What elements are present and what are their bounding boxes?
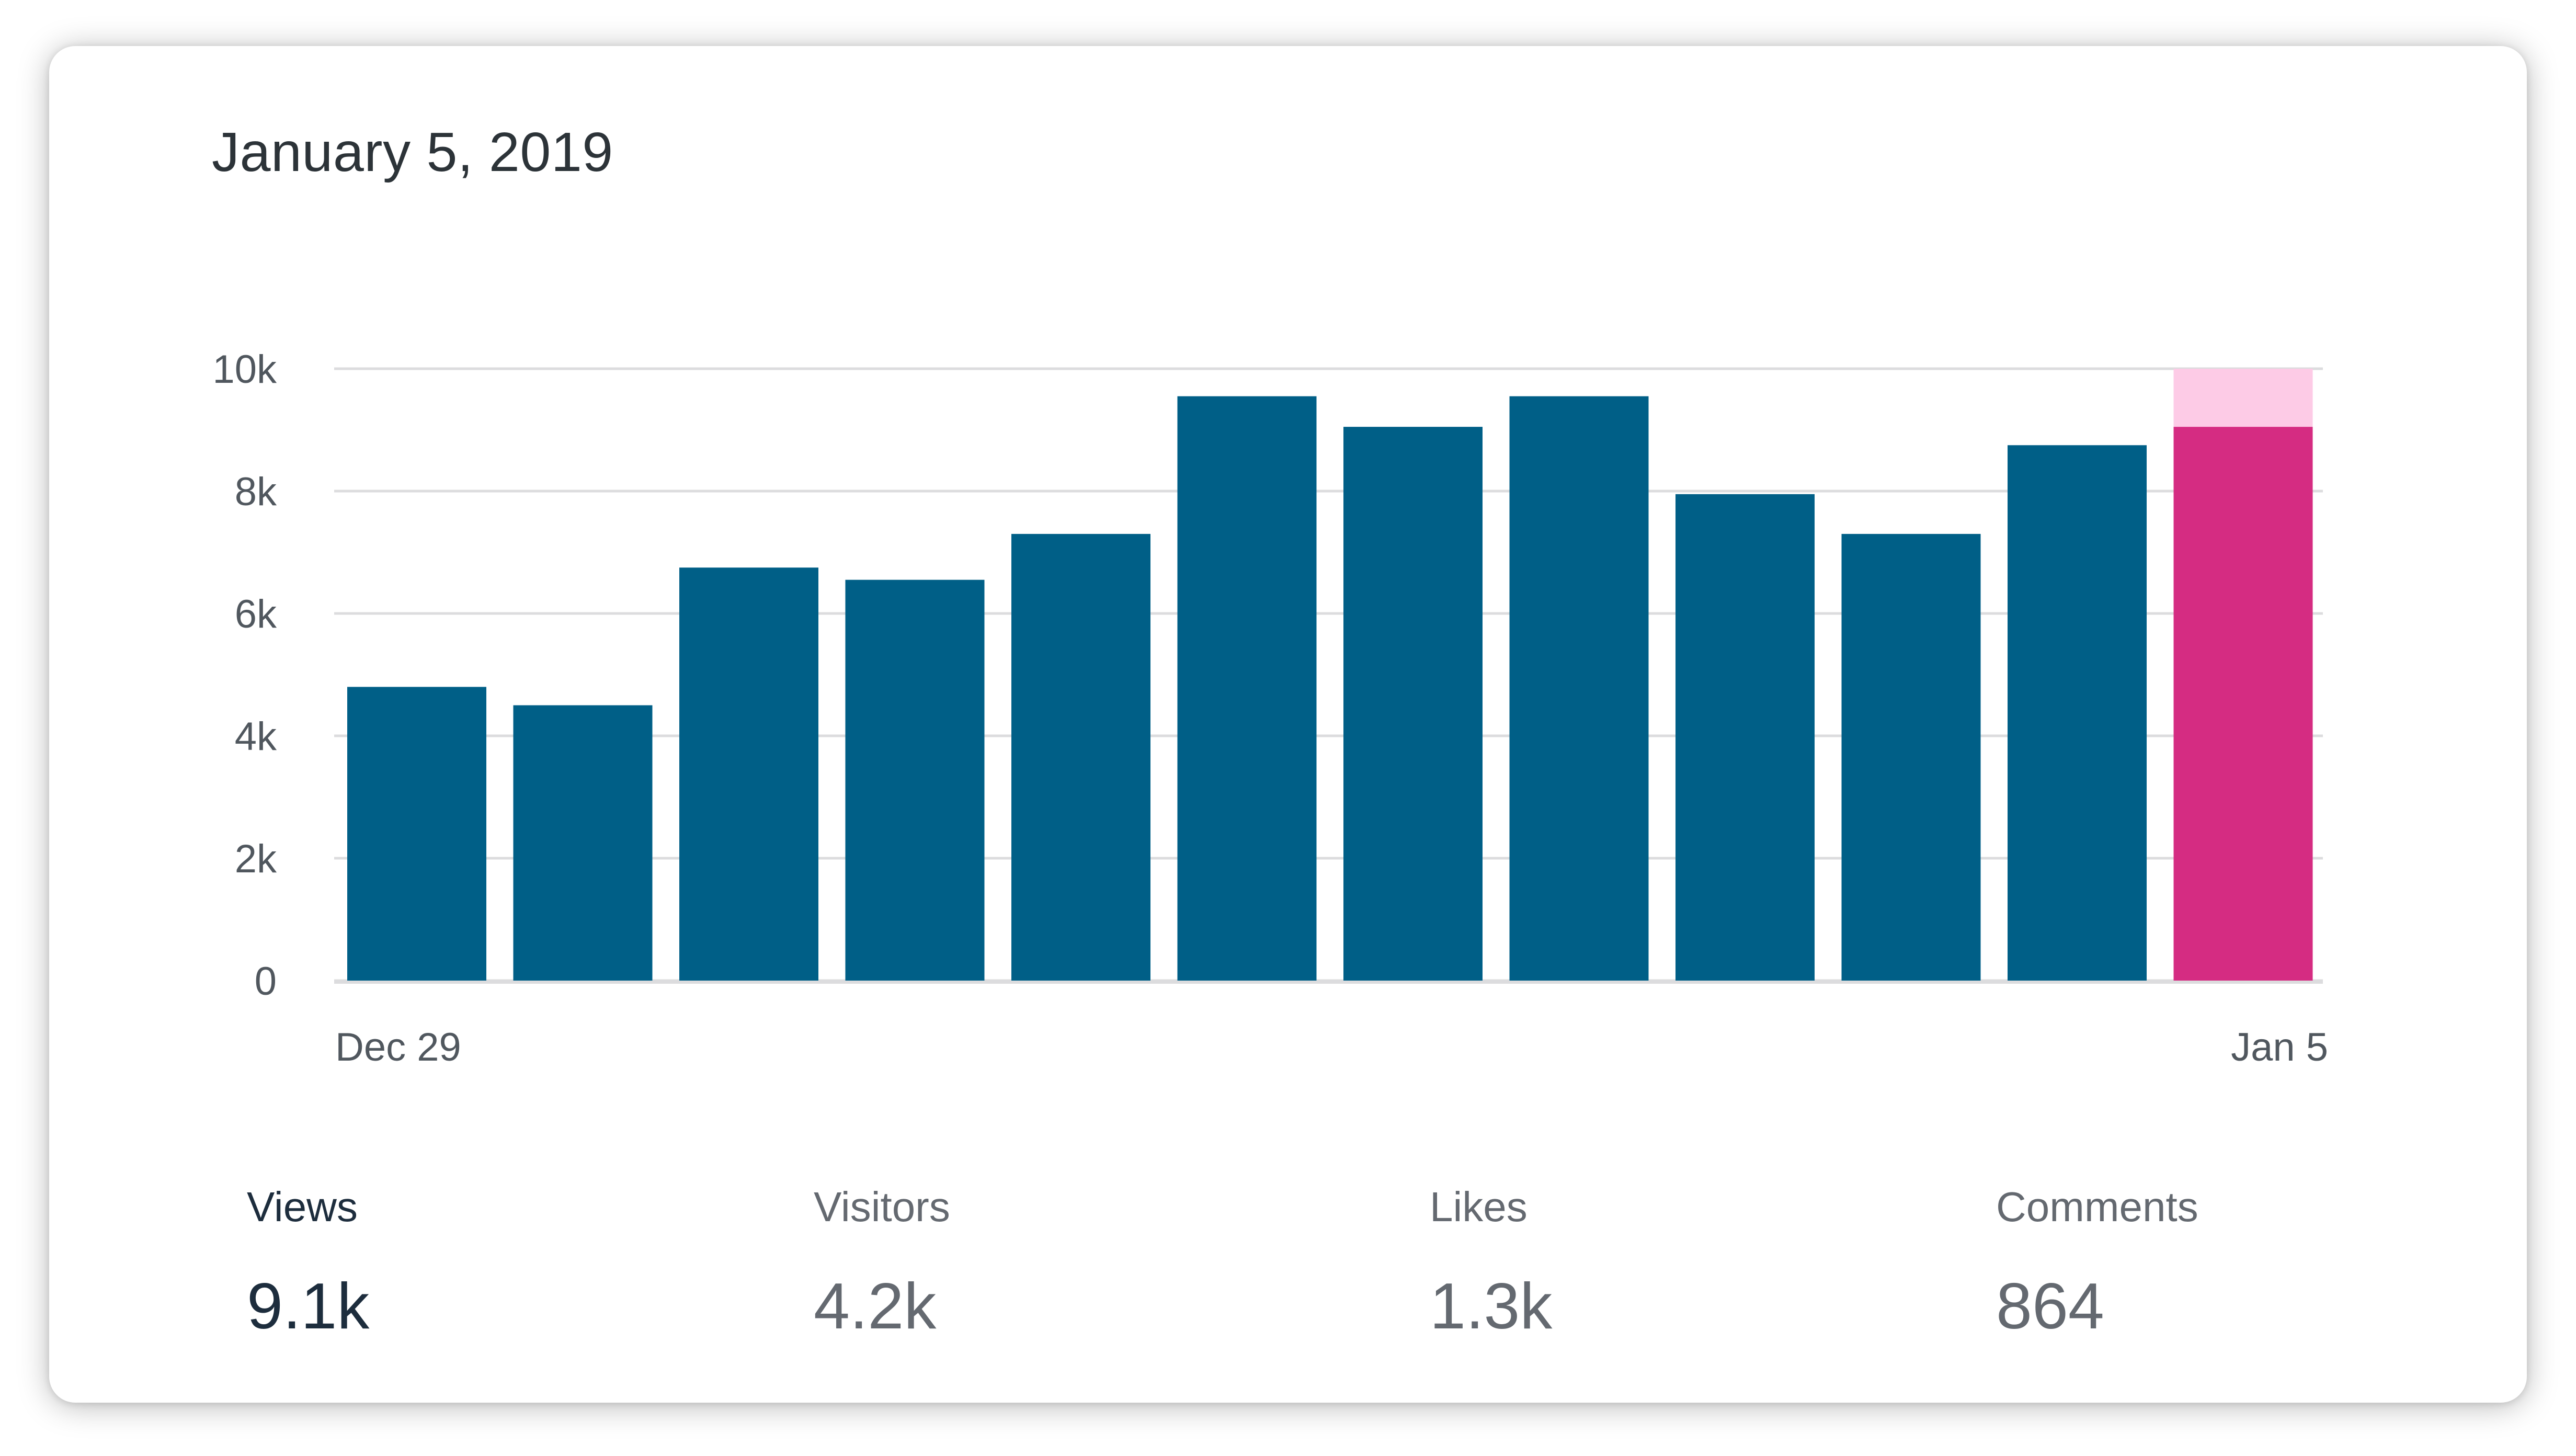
bar[interactable] — [1177, 396, 1317, 981]
stats-summary: Views 9.1k Visitors 4.2k Likes 1.3k Comm… — [49, 46, 2527, 1403]
stat-tab-views[interactable]: Views 9.1k — [247, 1186, 369, 1339]
bar[interactable] — [1343, 427, 1483, 981]
bar-selected-remainder[interactable] — [2173, 369, 2313, 427]
stat-tab-comments[interactable]: Comments 864 — [1996, 1186, 2198, 1339]
stat-tab-visitors[interactable]: Visitors 4.2k — [814, 1186, 950, 1339]
bar[interactable] — [845, 579, 985, 981]
y-tick-label: 10k — [212, 347, 277, 392]
stat-value-visitors: 4.2k — [814, 1270, 937, 1343]
bar[interactable] — [513, 705, 653, 981]
bar-selected[interactable] — [2173, 427, 2313, 981]
bar[interactable] — [1011, 533, 1150, 981]
bar[interactable] — [1509, 396, 1649, 981]
bar[interactable] — [347, 687, 486, 981]
stats-card: January 5, 2019 0 2k 4k 6k 8k 10k Dec 29 Jan 5 … — [49, 46, 2527, 1403]
stat-value-comments: 864 — [1996, 1270, 2104, 1343]
selected-date-title: January 5, 2019 — [212, 121, 613, 183]
stat-label-visitors: Visitors — [814, 1184, 950, 1230]
bar[interactable] — [1841, 533, 1981, 981]
stat-value-views: 9.1k — [247, 1270, 370, 1343]
stat-label-likes: Likes — [1430, 1184, 1528, 1230]
bar[interactable] — [1675, 494, 1815, 981]
x-tick-label-end: Jan 5 — [2231, 1025, 2328, 1070]
bar[interactable] — [2008, 445, 2147, 981]
y-tick-label: 4k — [235, 714, 277, 759]
y-tick-label: 0 — [255, 959, 277, 1004]
stat-label-views: Views — [247, 1184, 358, 1230]
bar[interactable] — [679, 567, 818, 981]
y-tick-label: 8k — [235, 470, 277, 514]
stat-value-likes: 1.3k — [1430, 1270, 1553, 1343]
x-tick-label-start: Dec 29 — [335, 1025, 461, 1070]
stat-label-comments: Comments — [1996, 1184, 2198, 1230]
views-bar-chart: 0 2k 4k 6k 8k 10k Dec 29 Jan 5 — [212, 347, 2328, 1070]
y-tick-label: 6k — [235, 592, 277, 636]
y-tick-label: 2k — [235, 837, 277, 881]
stat-tab-likes[interactable]: Likes 1.3k — [1430, 1186, 1552, 1339]
